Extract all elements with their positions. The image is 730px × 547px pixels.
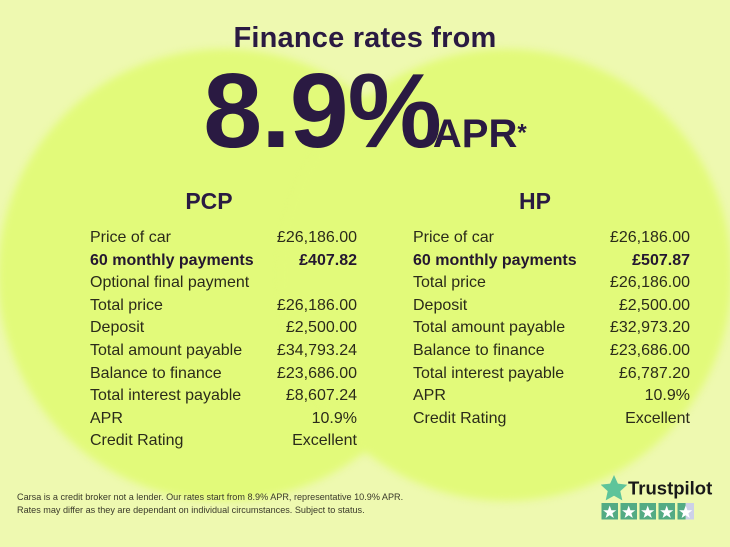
svg-text:Trustpilot: Trustpilot [628, 478, 712, 499]
